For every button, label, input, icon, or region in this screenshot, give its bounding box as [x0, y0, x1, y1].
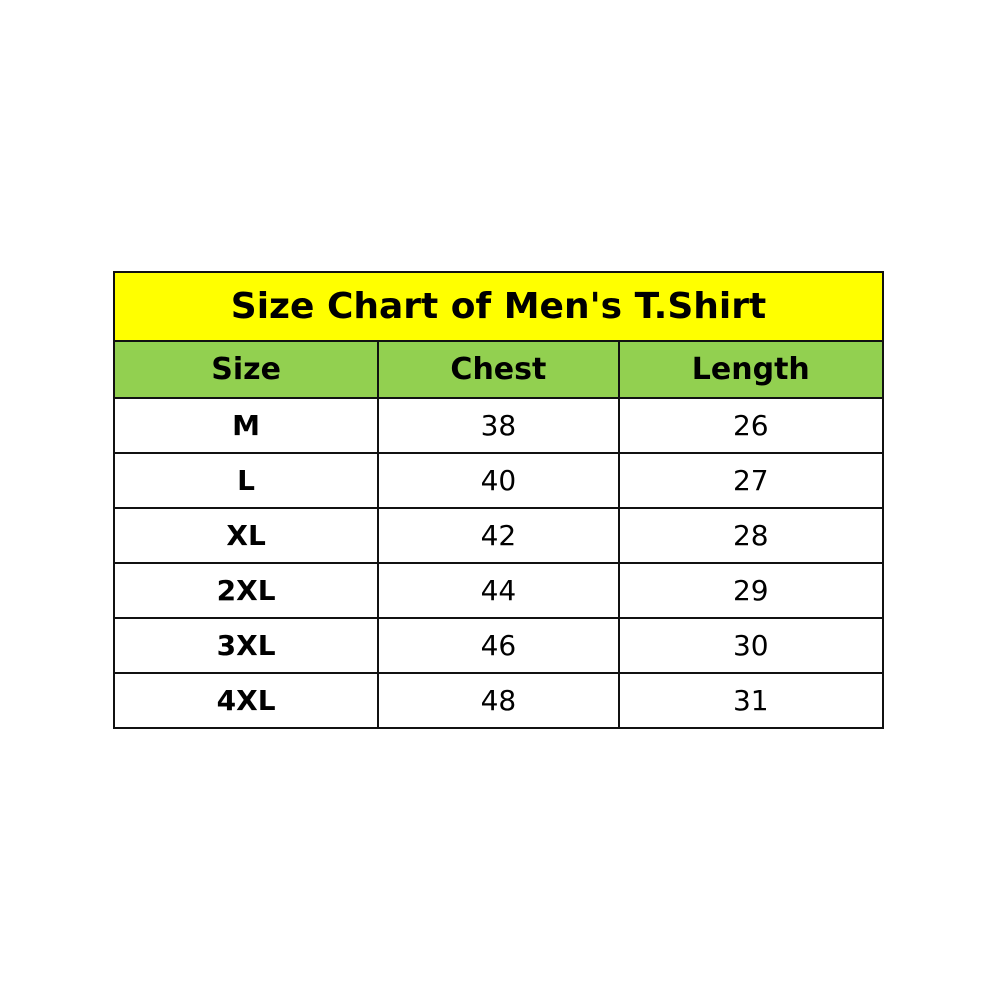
chest-cell: 38 — [377, 397, 620, 454]
table-row: L 40 27 — [112, 452, 885, 509]
size-cell: 4XL — [112, 672, 380, 729]
header-chest: Chest — [377, 340, 620, 399]
table-title: Size Chart of Men's T.Shirt — [113, 271, 884, 342]
table-row: M 38 26 — [112, 397, 885, 454]
table-row: 4XL 48 31 — [112, 672, 885, 729]
chest-cell: 40 — [377, 452, 620, 509]
length-cell: 31 — [617, 672, 885, 729]
chest-cell: 48 — [377, 672, 620, 729]
header-length: Length — [617, 340, 885, 399]
size-cell: 3XL — [112, 617, 380, 674]
length-cell: 26 — [617, 397, 885, 454]
table-row: XL 42 28 — [112, 507, 885, 564]
length-cell: 30 — [617, 617, 885, 674]
chest-cell: 44 — [377, 562, 620, 619]
size-cell: 2XL — [112, 562, 380, 619]
table-row: 2XL 44 29 — [112, 562, 885, 619]
header-row: Size Chest Length — [112, 340, 885, 399]
length-cell: 27 — [617, 452, 885, 509]
size-cell: M — [112, 397, 380, 454]
length-cell: 29 — [617, 562, 885, 619]
header-size: Size — [112, 340, 380, 399]
size-cell: XL — [112, 507, 380, 564]
length-cell: 28 — [617, 507, 885, 564]
size-cell: L — [112, 452, 380, 509]
chest-cell: 46 — [377, 617, 620, 674]
table-row: 3XL 46 30 — [112, 617, 885, 674]
chest-cell: 42 — [377, 507, 620, 564]
size-chart-table: Size Chart of Men's T.Shirt Size Chest L… — [112, 271, 885, 729]
